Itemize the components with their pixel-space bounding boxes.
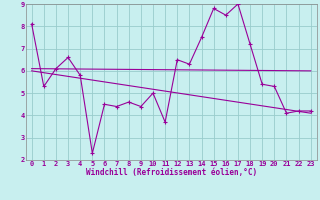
X-axis label: Windchill (Refroidissement éolien,°C): Windchill (Refroidissement éolien,°C) — [86, 168, 257, 177]
